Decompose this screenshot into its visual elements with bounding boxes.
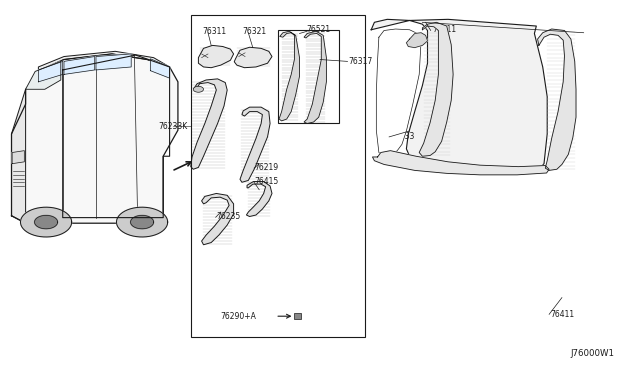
Bar — [278, 30, 339, 123]
Polygon shape — [304, 31, 326, 124]
Polygon shape — [279, 31, 300, 121]
Text: 76219: 76219 — [255, 163, 279, 172]
Text: 76415: 76415 — [255, 177, 279, 186]
Text: 76033: 76033 — [390, 132, 415, 141]
Polygon shape — [372, 151, 549, 175]
Polygon shape — [406, 33, 428, 48]
Text: 76317: 76317 — [349, 57, 373, 66]
Text: 76411: 76411 — [550, 310, 575, 319]
Polygon shape — [12, 54, 178, 223]
Text: 76290+A: 76290+A — [221, 312, 257, 321]
Polygon shape — [150, 59, 170, 78]
Polygon shape — [38, 61, 63, 82]
Polygon shape — [246, 182, 272, 217]
Polygon shape — [371, 19, 547, 172]
Polygon shape — [116, 207, 168, 237]
Polygon shape — [202, 193, 234, 245]
Polygon shape — [26, 61, 61, 89]
Polygon shape — [234, 47, 272, 68]
Text: J76000W1: J76000W1 — [570, 349, 614, 358]
Polygon shape — [191, 79, 227, 169]
Text: 76321: 76321 — [242, 27, 266, 36]
Polygon shape — [64, 57, 95, 74]
Bar — [294, 313, 301, 319]
Bar — [191, 15, 365, 337]
Polygon shape — [376, 29, 421, 156]
Polygon shape — [240, 107, 270, 182]
Polygon shape — [419, 22, 453, 156]
Polygon shape — [12, 151, 24, 164]
Polygon shape — [35, 215, 58, 229]
Polygon shape — [20, 207, 72, 237]
Text: 76311: 76311 — [202, 27, 227, 36]
Polygon shape — [198, 45, 234, 68]
Text: 76235: 76235 — [216, 212, 241, 221]
Polygon shape — [538, 29, 576, 170]
Polygon shape — [96, 54, 131, 70]
Circle shape — [193, 86, 204, 92]
Text: 76411: 76411 — [432, 25, 456, 34]
Polygon shape — [12, 89, 26, 223]
Polygon shape — [38, 51, 170, 71]
Polygon shape — [131, 215, 154, 229]
Text: 76521: 76521 — [306, 25, 330, 34]
Text: 76233K: 76233K — [159, 122, 188, 131]
